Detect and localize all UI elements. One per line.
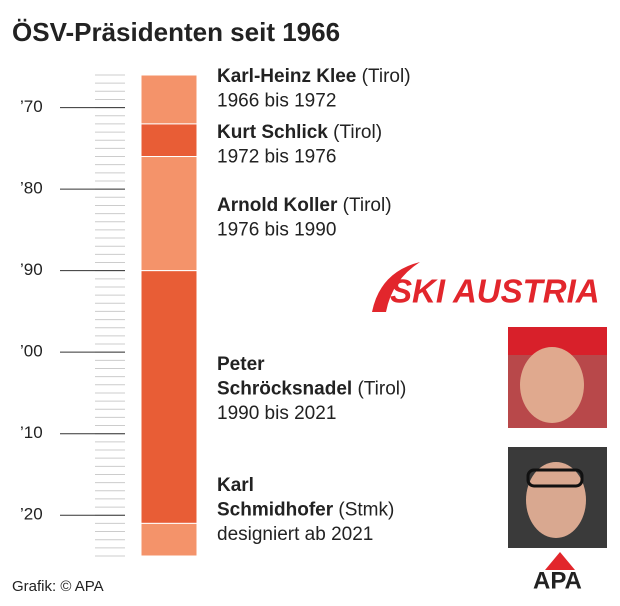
period: 1976 bis 1990 bbox=[217, 220, 336, 241]
segment bbox=[140, 522, 198, 557]
y-tick-label: ’70 bbox=[20, 97, 43, 116]
period: 1966 bis 1972 bbox=[217, 91, 336, 112]
period: designiert ab 2021 bbox=[217, 524, 373, 545]
y-tick-label: ’00 bbox=[20, 342, 43, 361]
logo-swoosh bbox=[372, 262, 420, 312]
region: (Tirol) bbox=[333, 122, 382, 143]
segment bbox=[140, 270, 198, 524]
source: Grafik: © APA bbox=[12, 578, 104, 595]
y-tick-label: ’90 bbox=[20, 260, 43, 279]
name: Karl-Heinz Klee bbox=[217, 66, 356, 87]
apa-logo-mark bbox=[545, 552, 575, 570]
region: (Stmk) bbox=[338, 500, 394, 521]
name-line: Arnold Koller (Tirol) bbox=[217, 195, 392, 216]
photo-face bbox=[526, 462, 586, 538]
region: (Tirol) bbox=[343, 195, 392, 216]
chart-title: ÖSV-Präsidenten seit 1966 bbox=[12, 17, 340, 47]
photo-face bbox=[520, 347, 584, 423]
name: Schmidhofer bbox=[217, 500, 334, 521]
name: Schröcksnadel bbox=[217, 379, 352, 400]
name-line: Schröcksnadel (Tirol) bbox=[217, 379, 406, 400]
y-tick-label: ’80 bbox=[20, 179, 43, 198]
name-line: Karl-Heinz Klee (Tirol) bbox=[217, 66, 411, 87]
name: Karl bbox=[217, 475, 254, 496]
name-line: Karl bbox=[217, 475, 254, 496]
y-tick-label: ’20 bbox=[20, 505, 43, 524]
segment bbox=[140, 74, 198, 125]
period: 1972 bis 1976 bbox=[217, 147, 336, 168]
segment bbox=[140, 156, 198, 272]
period: 1990 bis 2021 bbox=[217, 403, 336, 424]
photo-glasses bbox=[526, 468, 584, 488]
region: (Tirol) bbox=[362, 66, 411, 87]
name: Peter bbox=[217, 354, 265, 375]
logo: SKI AUSTRIA bbox=[372, 262, 600, 312]
publisher: APA bbox=[533, 567, 582, 594]
name-line: Peter bbox=[217, 354, 265, 375]
y-tick-label: ’10 bbox=[20, 423, 43, 442]
name: Kurt Schlick bbox=[217, 122, 328, 143]
name-line: Kurt Schlick (Tirol) bbox=[217, 122, 382, 143]
region: (Tirol) bbox=[357, 379, 406, 400]
name-line: Schmidhofer (Stmk) bbox=[217, 500, 394, 521]
segment bbox=[140, 123, 198, 158]
logo-text: SKI AUSTRIA bbox=[390, 273, 600, 310]
name: Arnold Koller bbox=[217, 195, 338, 216]
